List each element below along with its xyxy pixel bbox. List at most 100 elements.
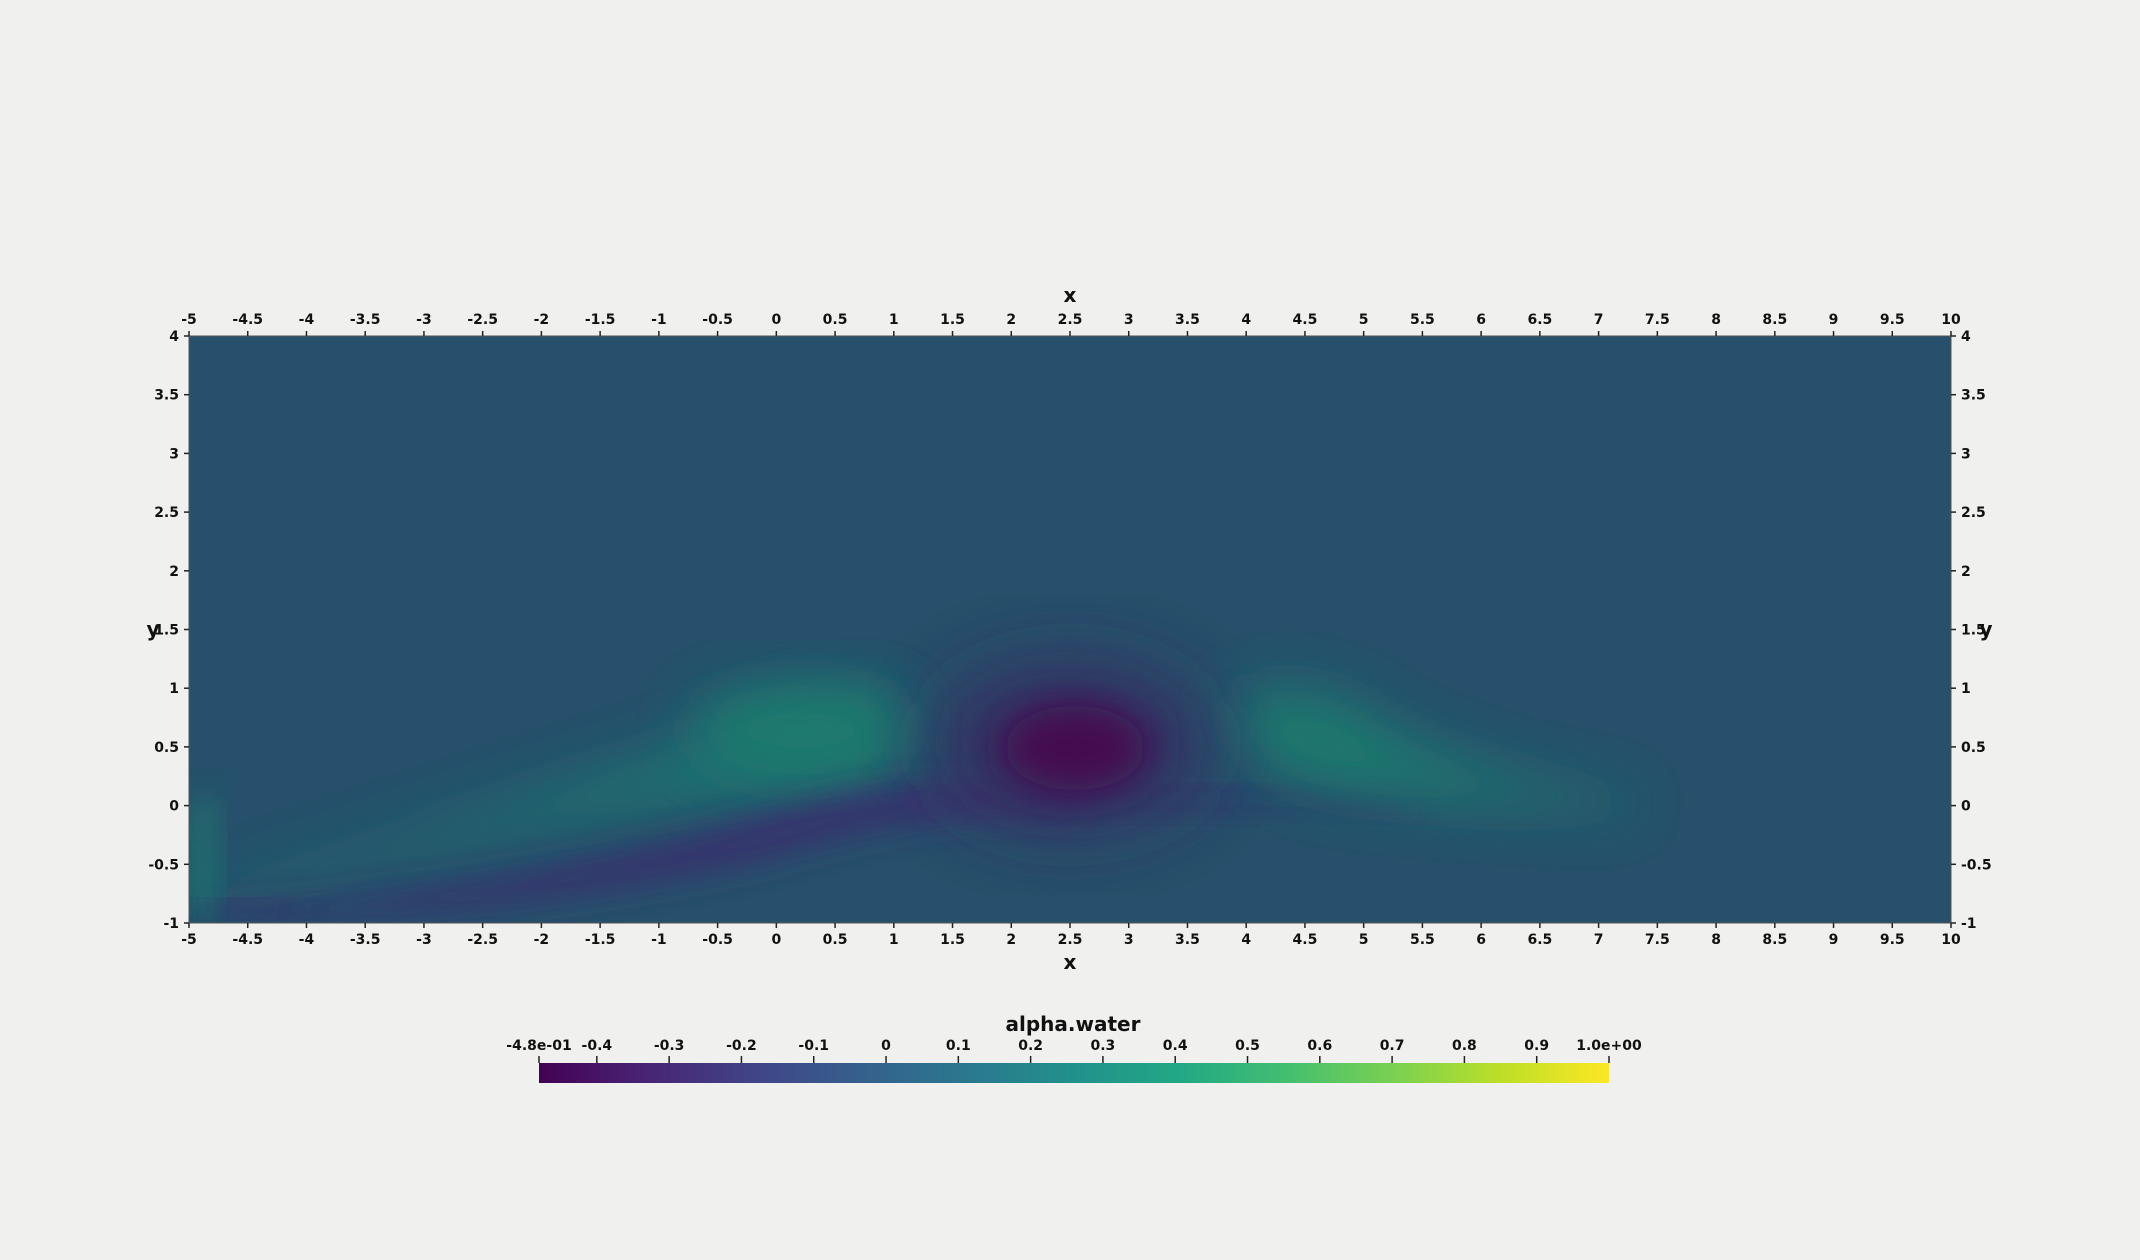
y-axis-left: -1 -0.5 0 0.5 1 1.5 2 2.5 3 3.5 4 — [148, 329, 189, 932]
x-tick-label-bottom: 2.5 — [1058, 932, 1083, 948]
field-crest-left — [690, 685, 910, 775]
y-tick-label-right: -0.5 — [1961, 857, 1992, 873]
x-tick-label-bottom: 4 — [1241, 932, 1251, 948]
field-wall-left-dark — [210, 903, 300, 915]
x-tick-label-bottom: 9 — [1829, 932, 1839, 948]
x-tick-label-top: 8.5 — [1762, 312, 1787, 328]
colorbar-tick-label: 0.3 — [1091, 1038, 1116, 1054]
y-tick-label-left: 0 — [169, 799, 179, 815]
field-plot — [189, 336, 1951, 923]
x-tick-label-bottom: 1.5 — [940, 932, 965, 948]
y-axis-right: -1 -0.5 0 0.5 1 1.5 2 2.5 3 3.5 4 — [1951, 329, 1992, 932]
x-tick-label-bottom: 6 — [1476, 932, 1486, 948]
colorbar-gradient — [539, 1063, 1609, 1083]
field-trough-core — [1005, 706, 1145, 790]
colorbar-tick-label: -0.1 — [798, 1038, 829, 1054]
y-tick-label-left: 3 — [169, 446, 179, 462]
y-tick-label-left: -0.5 — [148, 857, 179, 873]
x-tick-label-top: -4.5 — [232, 312, 263, 328]
x-tick-label-bottom: 3 — [1124, 932, 1134, 948]
x-tick-label-bottom: 1 — [889, 932, 899, 948]
y-axis-title-right: y — [1979, 617, 1992, 641]
y-tick-label-left: 2.5 — [154, 505, 179, 521]
x-tick-label-top: 1.5 — [940, 312, 965, 328]
colorbar-tick-label: -4.8e-01 — [506, 1038, 571, 1054]
x-tick-label-top: 3.5 — [1175, 312, 1200, 328]
x-tick-label-bottom: -0.5 — [702, 932, 733, 948]
x-tick-label-top: -3.5 — [350, 312, 381, 328]
colorbar-tick-label: -0.4 — [582, 1038, 613, 1054]
y-axis-title-left: y — [146, 617, 159, 641]
x-tick-label-top: 5 — [1359, 312, 1369, 328]
x-tick-label-top: -1 — [651, 312, 667, 328]
x-tick-label-top: -1.5 — [585, 312, 616, 328]
field-band-purple — [215, 785, 1090, 920]
y-tick-label-left: 1 — [169, 681, 179, 697]
x-tick-label-top: 5.5 — [1410, 312, 1435, 328]
x-tick-label-top: 4.5 — [1293, 312, 1318, 328]
colorbar-tick-label: 0.9 — [1524, 1038, 1549, 1054]
colorbar-tick-label: 0.7 — [1380, 1038, 1405, 1054]
colorbar-tick-label: 0.8 — [1452, 1038, 1477, 1054]
y-tick-label-right: 3.5 — [1961, 388, 1986, 404]
colorbar-tick-label: -0.2 — [726, 1038, 757, 1054]
y-tick-label-right: 2 — [1961, 564, 1971, 580]
x-tick-label-bottom: 7.5 — [1645, 932, 1670, 948]
colorbar-tick-label: 1.0e+00 — [1576, 1038, 1642, 1054]
y-tick-label-left: 1.5 — [154, 623, 179, 639]
x-tick-label-top: 6 — [1476, 312, 1486, 328]
x-tick-label-top: 7 — [1594, 312, 1604, 328]
x-tick-label-top: -0.5 — [702, 312, 733, 328]
y-tick-label-left: 2 — [169, 564, 179, 580]
y-tick-label-right: -1 — [1961, 916, 1977, 932]
x-tick-label-bottom: -2.5 — [467, 932, 498, 948]
x-tick-label-bottom: 9.5 — [1880, 932, 1905, 948]
x-tick-label-top: 0.5 — [823, 312, 848, 328]
x-tick-label-top: 2 — [1006, 312, 1016, 328]
x-tick-label-bottom: -1 — [651, 932, 667, 948]
x-tick-label-top: -2 — [534, 312, 550, 328]
field-crest-right — [1230, 690, 1640, 810]
x-tick-label-bottom: 10 — [1941, 932, 1961, 948]
x-tick-label-bottom: -5 — [181, 932, 197, 948]
colorbar-tick-label: 0 — [881, 1038, 891, 1054]
x-tick-label-top: 0 — [771, 312, 781, 328]
x-axis-top: -5 -4.5 -4 -3.5 -3 -2.5 -2 -1.5 -1 -0.5 0 0.5 1 1.5 2 2… — [181, 312, 1961, 336]
x-tick-label-bottom: 5 — [1359, 932, 1369, 948]
y-tick-label-right: 4 — [1961, 329, 1971, 345]
x-tick-label-bottom: 5.5 — [1410, 932, 1435, 948]
x-tick-label-top: 2.5 — [1058, 312, 1083, 328]
x-tick-label-top: 1 — [889, 312, 899, 328]
y-tick-label-right: 0 — [1961, 799, 1971, 815]
x-tick-label-bottom: 2 — [1006, 932, 1016, 948]
x-tick-label-bottom: -2 — [534, 932, 550, 948]
x-tick-label-bottom: 4.5 — [1293, 932, 1318, 948]
y-tick-label-right: 0.5 — [1961, 740, 1986, 756]
x-tick-label-bottom: 6.5 — [1527, 932, 1552, 948]
x-tick-label-bottom: -3.5 — [350, 932, 381, 948]
x-tick-label-top: -2.5 — [467, 312, 498, 328]
x-tick-label-top: 9 — [1829, 312, 1839, 328]
x-tick-label-top: 6.5 — [1527, 312, 1552, 328]
x-tick-label-top: -4 — [299, 312, 315, 328]
x-tick-label-top: 4 — [1241, 312, 1251, 328]
y-tick-label-right: 1.5 — [1961, 623, 1986, 639]
x-tick-label-top: 9.5 — [1880, 312, 1905, 328]
x-tick-label-top: -5 — [181, 312, 197, 328]
y-tick-label-right: 1 — [1961, 681, 1971, 697]
x-tick-label-bottom: 3.5 — [1175, 932, 1200, 948]
colorbar-tick-label: 0.1 — [946, 1038, 971, 1054]
y-tick-label-left: 3.5 — [154, 388, 179, 404]
x-tick-label-top: 7.5 — [1645, 312, 1670, 328]
colorbar-tick-label: 0.4 — [1163, 1038, 1188, 1054]
y-tick-label-left: -1 — [163, 916, 179, 932]
colorbar-tick-label: -0.3 — [654, 1038, 685, 1054]
colorbar-title: alpha.water — [1006, 1012, 1141, 1036]
x-tick-label-top: 8 — [1711, 312, 1721, 328]
colorbar-ticks: -4.8e-01 -0.4 -0.3 -0.2 -0.1 0 0.1 0.2 0.3 0.4 0.5… — [506, 1038, 1642, 1063]
x-tick-label-bottom: -1.5 — [585, 932, 616, 948]
x-tick-label-top: -3 — [416, 312, 432, 328]
y-tick-label-left: 0.5 — [154, 740, 179, 756]
x-tick-label-bottom: -3 — [416, 932, 432, 948]
